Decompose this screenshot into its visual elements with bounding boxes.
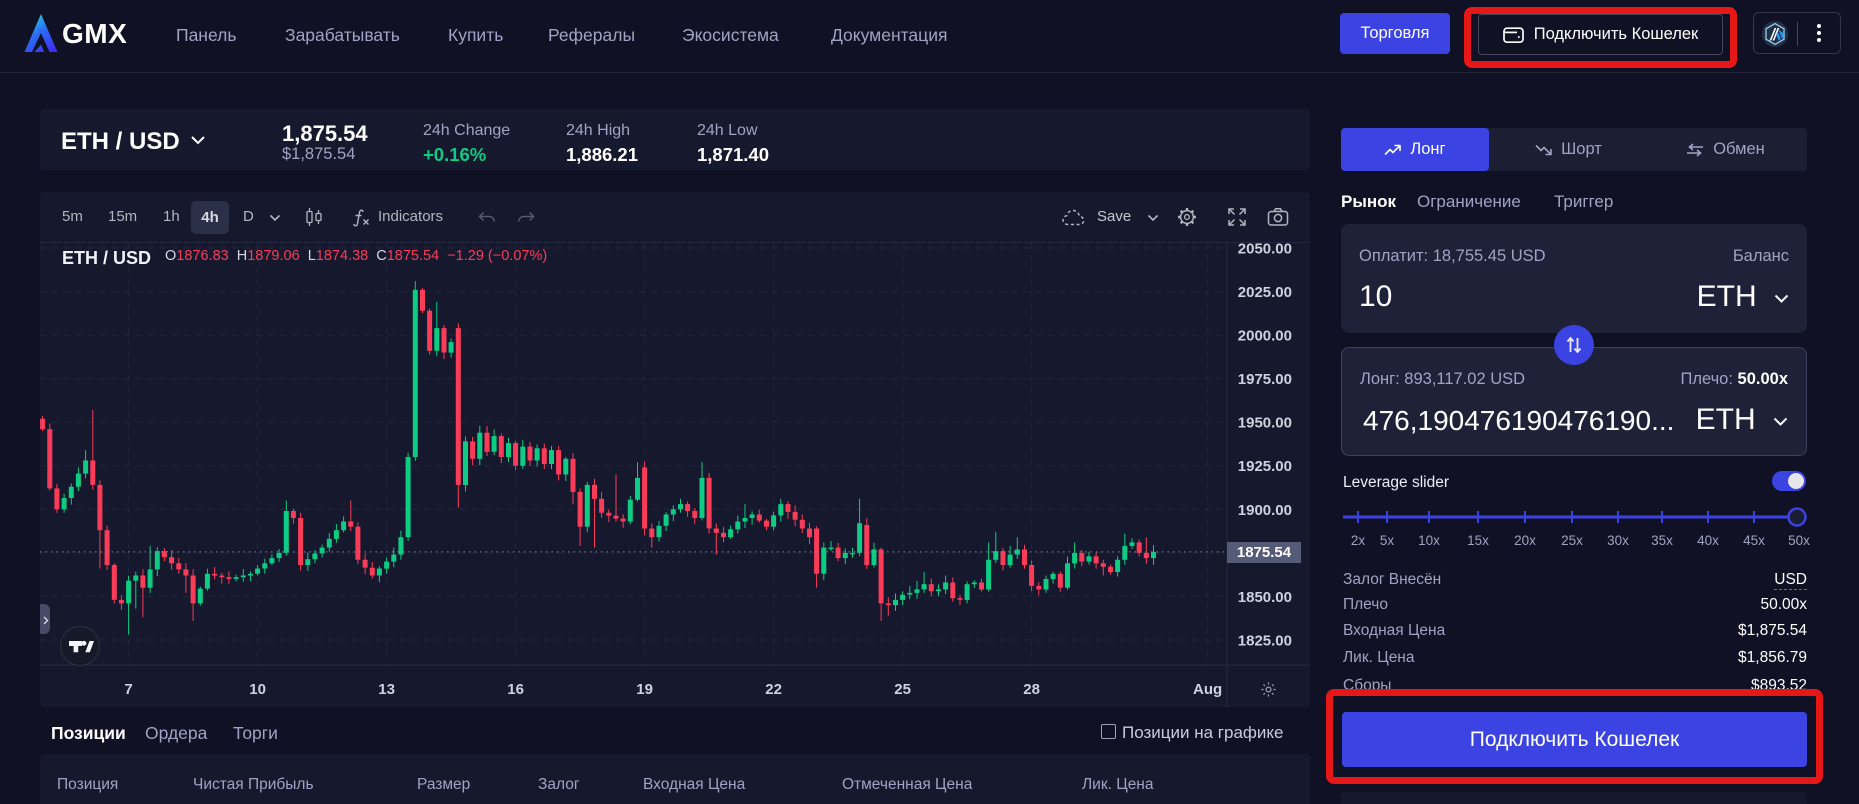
svg-text:1975.00: 1975.00 (1238, 371, 1292, 388)
svg-text:13: 13 (378, 681, 395, 698)
svg-text:28: 28 (1023, 681, 1040, 698)
svg-text:10x: 10x (1418, 533, 1440, 548)
svg-text:16: 16 (507, 681, 524, 698)
svg-text:19: 19 (636, 681, 653, 698)
svg-text:2050.00: 2050.00 (1238, 241, 1292, 258)
svg-text:35x: 35x (1651, 533, 1673, 548)
svg-text:1950.00: 1950.00 (1238, 415, 1292, 432)
svg-text:25x: 25x (1561, 533, 1583, 548)
svg-text:2000.00: 2000.00 (1238, 328, 1292, 345)
svg-text:Aug: Aug (1193, 681, 1222, 698)
svg-text:25: 25 (894, 681, 911, 698)
svg-text:45x: 45x (1743, 533, 1765, 548)
svg-text:30x: 30x (1607, 533, 1629, 548)
svg-text:15x: 15x (1467, 533, 1489, 548)
svg-text:1825.00: 1825.00 (1238, 633, 1292, 650)
svg-text:5x: 5x (1380, 533, 1395, 548)
svg-text:2x: 2x (1351, 533, 1366, 548)
svg-text:7: 7 (124, 681, 132, 698)
svg-text:1925.00: 1925.00 (1238, 458, 1292, 475)
svg-text:2025.00: 2025.00 (1238, 284, 1292, 301)
svg-text:50x: 50x (1788, 533, 1810, 548)
svg-text:40x: 40x (1697, 533, 1719, 548)
svg-text:10: 10 (249, 681, 266, 698)
svg-text:20x: 20x (1514, 533, 1536, 548)
svg-text:1850.00: 1850.00 (1238, 589, 1292, 606)
svg-text:1900.00: 1900.00 (1238, 502, 1292, 519)
svg-text:22: 22 (765, 681, 782, 698)
